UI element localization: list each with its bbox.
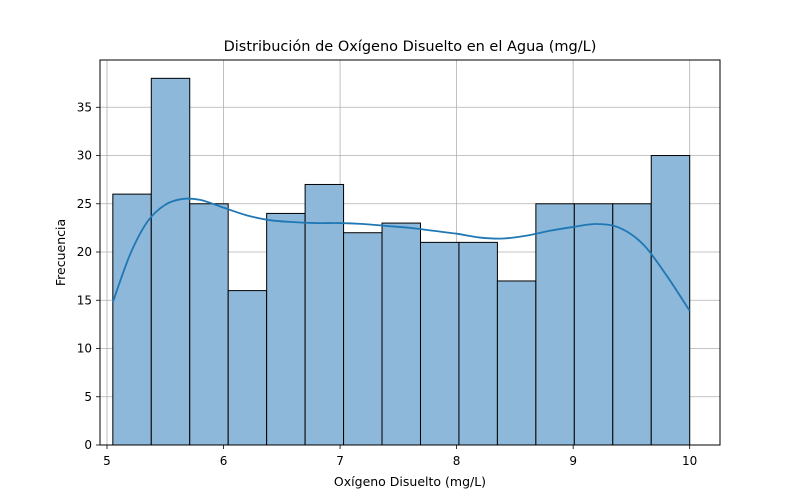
x-axis-ticks: 5 6 7 8 9 10 [103, 445, 697, 468]
y-tick-label: 10 [77, 342, 92, 356]
y-tick-label: 5 [84, 390, 92, 404]
histogram-bar [573, 203, 614, 446]
y-tick-label: 35 [77, 100, 92, 114]
x-tick-label: 7 [336, 454, 344, 468]
histogram-bar [112, 193, 152, 446]
histogram-bar [189, 203, 229, 446]
histogram-bar [150, 77, 191, 446]
histogram-bar [227, 290, 268, 446]
x-tick-label: 9 [569, 454, 577, 468]
histogram-bar [535, 203, 575, 446]
y-axis-label: Frecuencia [53, 219, 68, 286]
y-tick-label: 15 [77, 293, 92, 307]
y-tick-label: 30 [77, 149, 92, 163]
x-tick-label: 5 [103, 454, 111, 468]
y-tick-label: 25 [77, 197, 92, 211]
histogram-bar [612, 203, 652, 446]
y-tick-label: 20 [77, 245, 92, 259]
x-tick-label: 8 [453, 454, 461, 468]
y-axis-ticks: 0 5 10 15 20 25 30 35 [77, 100, 100, 452]
histogram-bar [381, 222, 421, 446]
histogram-bar [458, 241, 498, 446]
kde-curve [111, 197, 691, 312]
chart-title: Distribución de Oxígeno Disuelto en el A… [224, 39, 597, 55]
histogram-bar [343, 232, 383, 446]
x-tick-label: 6 [220, 454, 228, 468]
bars [112, 77, 691, 446]
histogram-bar [419, 241, 460, 446]
histogram-bar [496, 280, 537, 446]
y-tick-label: 0 [84, 438, 92, 452]
histogram-bar [266, 212, 306, 446]
plot-frame [99, 59, 721, 446]
x-tick-label: 10 [682, 454, 697, 468]
x-axis-label: Oxígeno Disuelto (mg/L) [334, 474, 486, 489]
